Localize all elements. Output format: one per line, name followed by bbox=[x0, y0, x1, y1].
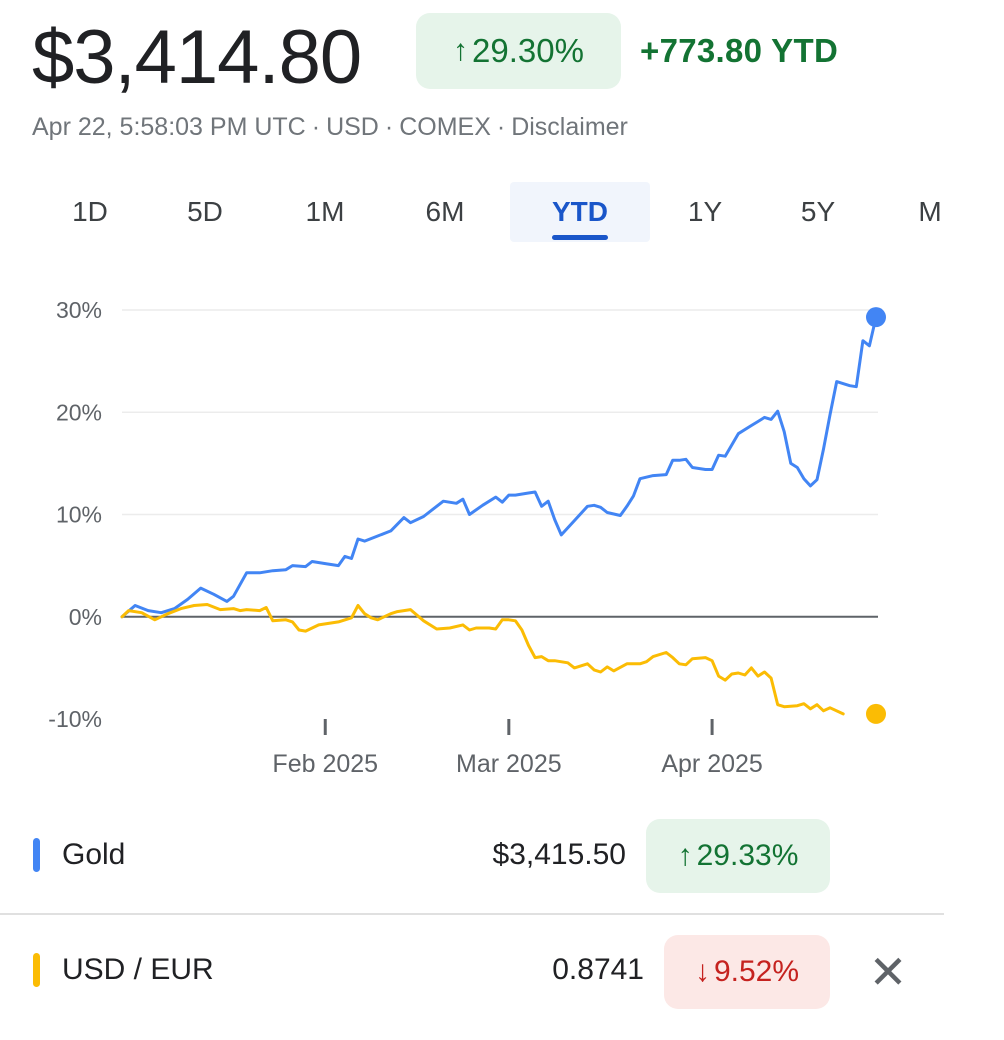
comparison-row-usd-eur[interactable]: USD / EUR 0.8741 ↓ 9.52% bbox=[0, 915, 944, 1025]
x-tick-label: Mar 2025 bbox=[456, 750, 562, 778]
usd-eur-series-swatch bbox=[33, 953, 40, 987]
gold-end-point bbox=[866, 307, 886, 328]
chart-svg: 30% 20% 10% 0% -10% Feb 2025 Mar 2025 Apr 2025 bbox=[48, 297, 886, 778]
row-divider bbox=[0, 913, 944, 915]
x-tick-label: Feb 2025 bbox=[272, 750, 378, 778]
gold-series-swatch bbox=[33, 838, 40, 872]
tab-5d[interactable]: 5D bbox=[187, 196, 223, 227]
arrow-up-icon: ↑ bbox=[453, 34, 469, 67]
series-change-badge: ↑ 29.33% bbox=[646, 819, 830, 893]
quote-meta: Apr 22, 5:58:03 PM UTC · USD · COMEX · Disclai… bbox=[32, 113, 628, 141]
y-tick-label: 20% bbox=[56, 399, 102, 425]
quote-timestamp: Apr 22, 5:58:03 PM UTC bbox=[32, 113, 306, 141]
series-value: $3,415.50 bbox=[492, 838, 626, 871]
usd-eur-series-line bbox=[120, 603, 845, 716]
comparison-row-gold[interactable]: Gold $3,415.50 ↑ 29.33% bbox=[0, 800, 944, 910]
current-price: $3,414.80 bbox=[32, 15, 362, 100]
series-change-percent: 29.33% bbox=[696, 839, 799, 872]
tab-1y[interactable]: 1Y bbox=[687, 196, 723, 227]
arrow-down-icon: ↓ bbox=[694, 955, 710, 988]
tab-1m[interactable]: 1M bbox=[305, 196, 345, 227]
series-change-percent: 9.52% bbox=[713, 955, 800, 988]
y-tick-label: 30% bbox=[56, 297, 102, 323]
performance-chart[interactable]: 30% 20% 10% 0% -10% Feb 2025 Mar 2025 Apr 2025 bbox=[0, 270, 1004, 800]
ytd-percent: 29.30% bbox=[472, 32, 584, 69]
range-tabs: 1D 5D 1M 6M YTD 1Y 5Y M bbox=[30, 182, 974, 242]
tab-1d[interactable]: 1D bbox=[72, 196, 108, 227]
quote-exchange: COMEX bbox=[399, 113, 491, 141]
close-icon[interactable]: ✕ bbox=[868, 946, 908, 998]
tab-max[interactable]: M bbox=[918, 196, 942, 227]
quote-currency: USD bbox=[326, 113, 379, 141]
series-name: USD / EUR bbox=[62, 953, 214, 986]
active-tab-indicator bbox=[552, 235, 608, 240]
x-tick-label: Apr 2025 bbox=[661, 750, 762, 778]
usd-eur-end-point bbox=[866, 703, 886, 724]
y-tick-label: 0% bbox=[69, 604, 102, 630]
tab-ytd[interactable]: YTD bbox=[510, 182, 650, 242]
tab-6m[interactable]: 6M bbox=[425, 196, 465, 227]
ytd-absolute-change: +773.80 YTD bbox=[640, 32, 839, 69]
ytd-percent-badge: ↑ 29.30% bbox=[416, 13, 621, 89]
y-tick-label: 10% bbox=[56, 502, 102, 528]
disclaimer-link[interactable]: Disclaimer bbox=[511, 113, 628, 141]
arrow-up-icon: ↑ bbox=[677, 839, 693, 872]
gold-series-line bbox=[120, 315, 878, 619]
y-tick-label: -10% bbox=[48, 706, 102, 732]
tab-ytd-label: YTD bbox=[552, 196, 608, 227]
tab-5y[interactable]: 5Y bbox=[800, 196, 836, 227]
series-value: 0.8741 bbox=[552, 953, 644, 986]
series-change-badge: ↓ 9.52% bbox=[664, 935, 830, 1009]
series-name: Gold bbox=[62, 838, 126, 871]
